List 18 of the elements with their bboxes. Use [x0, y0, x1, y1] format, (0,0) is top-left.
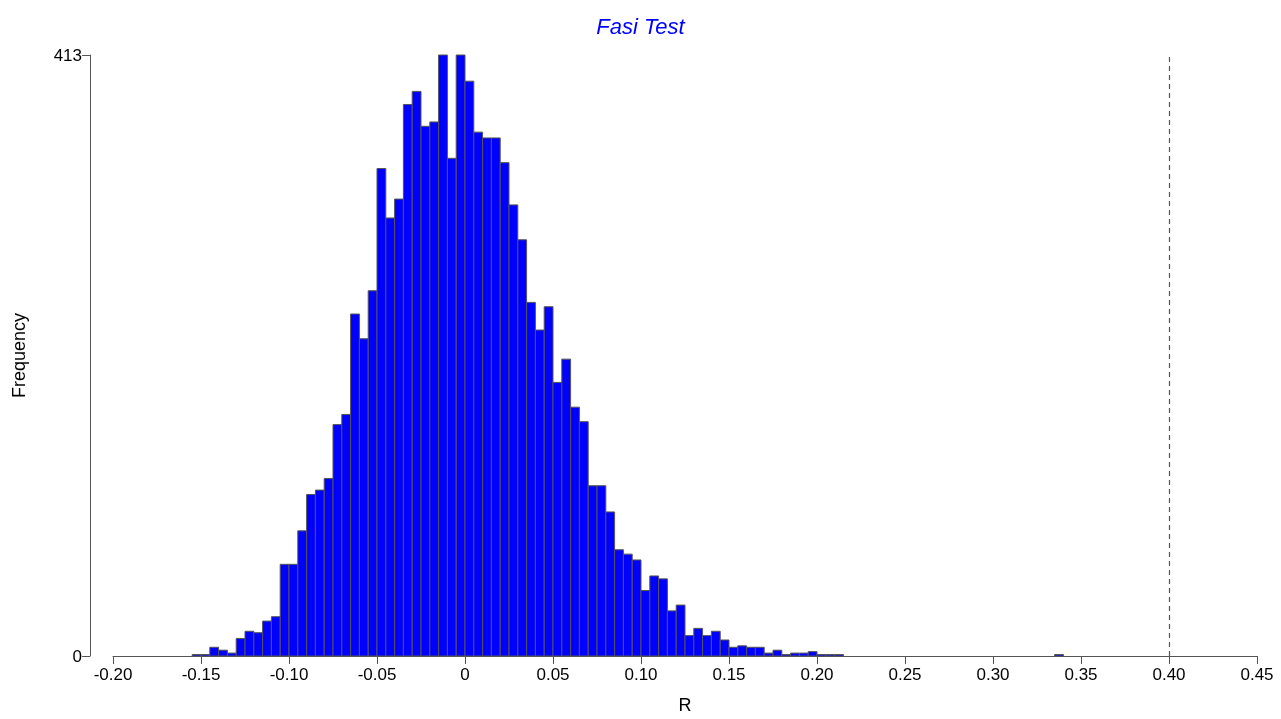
x-tick-label: 0.35	[1064, 665, 1098, 684]
x-tick-label: 0	[460, 665, 470, 684]
y-axis-title: Frequency	[9, 312, 29, 399]
x-tick-label: 0.25	[888, 665, 922, 684]
x-tick-label: 0.10	[624, 665, 658, 684]
x-tick-label: 0.20	[800, 665, 834, 684]
x-tick-label: 0.30	[976, 665, 1010, 684]
x-tick-label: 0.45	[1240, 665, 1274, 684]
x-tick-label: -0.05	[357, 665, 397, 684]
x-tick-label: 0.15	[712, 665, 746, 684]
x-tick-label: 0.05	[536, 665, 570, 684]
x-tick-label: -0.15	[181, 665, 221, 684]
x-tick-label: -0.10	[269, 665, 309, 684]
y-tick-label: 413	[53, 45, 82, 65]
x-tick-label: -0.20	[93, 665, 133, 684]
chart-title: Fasi Test	[596, 13, 686, 39]
x-axis-title: R	[678, 695, 692, 715]
x-tick-label: 0.40	[1152, 665, 1186, 684]
